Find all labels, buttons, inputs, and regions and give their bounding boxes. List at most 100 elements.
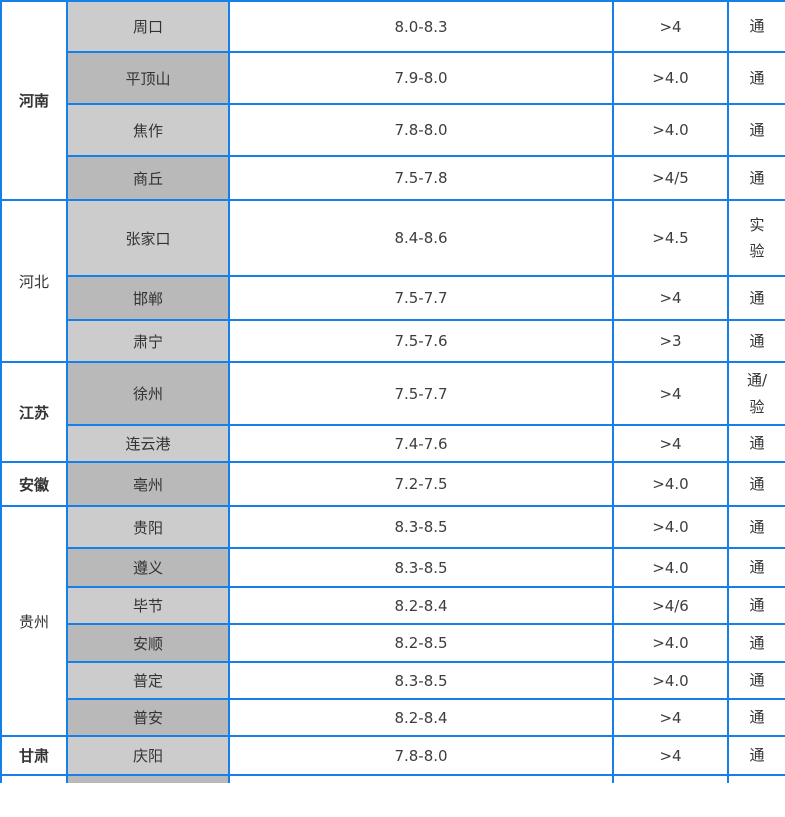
table-row: 普定 8.3-8.5 >4.0 通 xyxy=(1,661,785,700)
grade-cell xyxy=(612,774,729,783)
city-cell: 贵阳 xyxy=(66,505,230,549)
price-cell: 8.2-8.5 xyxy=(228,623,614,663)
status-cell: 通 xyxy=(727,319,785,363)
city-cell: 商丘 xyxy=(66,155,230,201)
status-cell: 通 xyxy=(727,505,785,549)
price-cell: 8.3-8.5 xyxy=(228,547,614,588)
province-cell xyxy=(0,774,68,783)
grade-cell: >3 xyxy=(612,319,729,363)
city-cell: 徐州 xyxy=(66,361,230,426)
grade-cell: >4 xyxy=(612,275,729,321)
table-row: 焦作 7.8-8.0 >4.0 通 xyxy=(1,103,785,157)
city-cell: 肃宁 xyxy=(66,319,230,363)
city-cell: 安顺 xyxy=(66,623,230,663)
city-cell: 张家口 xyxy=(66,199,230,277)
grade-cell: >4.0 xyxy=(612,661,729,700)
table-row: 肃宁 7.5-7.6 >3 通 xyxy=(1,319,785,363)
table-row: 河南 周口 8.0-8.3 >4 通 xyxy=(0,0,785,201)
grade-cell: >4 xyxy=(612,698,729,737)
grade-cell: >4/6 xyxy=(612,586,729,625)
grade-cell: >4.0 xyxy=(612,623,729,663)
table-row: 贵州 贵阳 8.3-8.5 >4.0 通 xyxy=(0,505,785,737)
grade-cell: >4.5 xyxy=(612,199,729,277)
table-row: 商丘 7.5-7.8 >4/5 通 xyxy=(1,155,785,201)
city-cell: 庆阳 xyxy=(66,735,230,776)
grade-cell: >4.0 xyxy=(612,505,729,549)
status-cell: 通 xyxy=(727,103,785,157)
table-row: 安徽 亳州 7.2-7.5 >4.0 通 xyxy=(0,461,785,507)
price-cell: 7.5-7.7 xyxy=(228,361,614,426)
status-cell: 实 验 xyxy=(727,199,785,277)
table-row: 连云港 7.4-7.6 >4 通 xyxy=(1,424,785,463)
table-row: 甘肃 庆阳 7.8-8.0 >4 通 xyxy=(0,735,785,776)
grade-cell: >4.0 xyxy=(612,103,729,157)
status-cell: 通/ 验 xyxy=(727,361,785,426)
city-cell: 遵义 xyxy=(66,547,230,588)
price-table: 河南 周口 8.0-8.3 >4 通平顶山 7.9-8.0 >4.0 通焦作 7.8-8.0 >4… xyxy=(0,0,785,783)
status-cell: 通 xyxy=(727,623,785,663)
status-cell: 通 xyxy=(727,0,785,53)
price-cell: 8.2-8.4 xyxy=(228,586,614,625)
grade-cell: >4/5 xyxy=(612,155,729,201)
table-row: 邯郸 7.5-7.7 >4 通 xyxy=(1,275,785,321)
grade-cell: >4 xyxy=(612,424,729,463)
price-cell: 7.2-7.5 xyxy=(228,461,614,507)
status-cell: 通 xyxy=(727,698,785,737)
status-cell xyxy=(727,774,785,783)
status-cell: 通 xyxy=(727,547,785,588)
province-cell: 贵州 xyxy=(0,505,68,737)
status-cell: 通 xyxy=(727,586,785,625)
price-cell: 7.4-7.6 xyxy=(228,424,614,463)
grade-cell: >4.0 xyxy=(612,547,729,588)
price-cell: 7.5-7.7 xyxy=(228,275,614,321)
city-cell: 连云港 xyxy=(66,424,230,463)
grade-cell: >4 xyxy=(612,361,729,426)
table-row: 平顶山 7.9-8.0 >4.0 通 xyxy=(1,51,785,105)
city-cell: 焦作 xyxy=(66,103,230,157)
price-cell: 8.3-8.5 xyxy=(228,661,614,700)
price-cell: 8.3-8.5 xyxy=(228,505,614,549)
grade-cell: >4.0 xyxy=(612,461,729,507)
price-cell: 7.8-8.0 xyxy=(228,103,614,157)
city-cell: 邯郸 xyxy=(66,275,230,321)
price-cell: 8.4-8.6 xyxy=(228,199,614,277)
city-cell xyxy=(66,774,230,783)
status-cell: 通 xyxy=(727,275,785,321)
table-row: 毕节 8.2-8.4 >4/6 通 xyxy=(1,586,785,625)
table-row: 安顺 8.2-8.5 >4.0 通 xyxy=(1,623,785,663)
province-cell: 河北 xyxy=(0,199,68,363)
price-table-body: 河南 周口 8.0-8.3 >4 通平顶山 7.9-8.0 >4.0 通焦作 7.8-8.0 >4… xyxy=(0,0,785,783)
table-row: 江苏 徐州 7.5-7.7 >4 通/ 验 xyxy=(0,361,785,463)
table-row: 普安 8.2-8.4 >4 通 xyxy=(1,698,785,737)
city-cell: 平顶山 xyxy=(66,51,230,105)
price-cell: 7.5-7.6 xyxy=(228,319,614,363)
city-cell: 周口 xyxy=(66,0,230,53)
province-cell: 甘肃 xyxy=(0,735,68,776)
price-cell: 8.2-8.4 xyxy=(228,698,614,737)
province-cell: 江苏 xyxy=(0,361,68,463)
city-cell: 毕节 xyxy=(66,586,230,625)
status-cell: 通 xyxy=(727,735,785,776)
status-cell: 通 xyxy=(727,424,785,463)
province-cell: 安徽 xyxy=(0,461,68,507)
grade-cell: >4 xyxy=(612,735,729,776)
table-row: 遵义 8.3-8.5 >4.0 通 xyxy=(1,547,785,588)
grade-cell: >4 xyxy=(612,0,729,53)
city-cell: 普安 xyxy=(66,698,230,737)
price-cell: 7.9-8.0 xyxy=(228,51,614,105)
city-cell: 亳州 xyxy=(66,461,230,507)
price-cell: 7.8-8.0 xyxy=(228,735,614,776)
price-cell: 8.0-8.3 xyxy=(228,0,614,53)
grade-cell: >4.0 xyxy=(612,51,729,105)
status-cell: 通 xyxy=(727,661,785,700)
city-cell: 普定 xyxy=(66,661,230,700)
status-cell: 通 xyxy=(727,155,785,201)
price-cell: 7.5-7.8 xyxy=(228,155,614,201)
price-cell xyxy=(228,774,614,783)
partial-row xyxy=(0,774,785,783)
table-row: 河北 张家口 8.4-8.6 >4.5 实 验 xyxy=(0,199,785,363)
status-cell: 通 xyxy=(727,51,785,105)
province-cell: 河南 xyxy=(0,0,68,201)
status-cell: 通 xyxy=(727,461,785,507)
